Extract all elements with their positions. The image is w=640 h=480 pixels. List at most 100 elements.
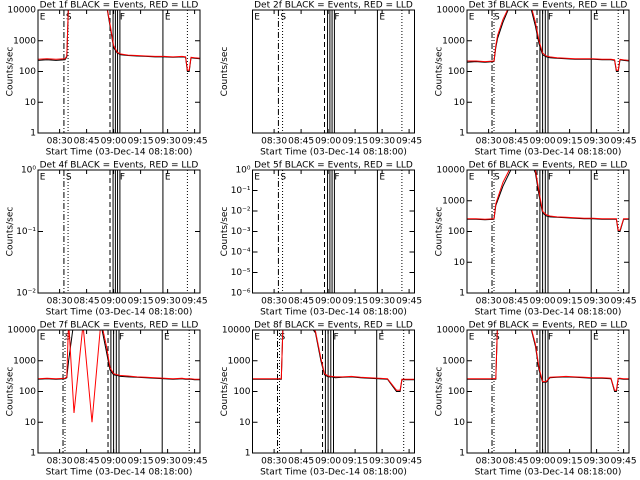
marker-label: E — [379, 333, 385, 343]
marker-label: E — [164, 333, 170, 343]
panel: Det 9f BLACK = Events, RED = LLD Start Ti… — [435, 321, 637, 478]
y-tick-label: 10⁻⁵ — [231, 268, 251, 278]
plot-frame — [466, 169, 630, 294]
plot-frame — [252, 169, 415, 294]
plot-frame — [252, 329, 415, 454]
x-tick-label: 09:30 — [155, 457, 181, 467]
y-tick-label: 10 — [454, 98, 466, 108]
series-line — [467, 330, 629, 391]
panel: Det 2f BLACK = Events, RED = LLD Start Ti… — [220, 1, 422, 158]
y-tick-label: 10000 — [436, 166, 465, 176]
y-tick-label: 10⁻² — [16, 289, 36, 299]
x-tick-label: 09:30 — [155, 137, 181, 147]
x-tick-label: 09:45 — [182, 137, 208, 147]
marker-label: E — [40, 333, 46, 343]
y-tick-label: 10⁻¹ — [16, 227, 36, 237]
y-tick-label: 1000 — [13, 356, 36, 366]
plot-frame — [466, 329, 630, 454]
x-tick-label: 08:30 — [476, 137, 502, 147]
marker-label: S — [280, 173, 286, 183]
x-tick-label: 09:15 — [557, 297, 583, 307]
y-tick-label: 1 — [30, 129, 36, 139]
x-tick-label: 08:30 — [47, 457, 73, 467]
y-tick-label: 1 — [459, 289, 465, 299]
x-tick-label: 09:15 — [557, 457, 583, 467]
x-tick-label: 09:45 — [182, 297, 208, 307]
x-tick-label: 09:15 — [342, 457, 368, 467]
y-tick-label: 1000 — [442, 356, 465, 366]
y-axis-label: Counts/sec — [435, 207, 445, 257]
x-tick-label: 08:45 — [288, 137, 314, 147]
x-tick-label: 09:30 — [584, 137, 610, 147]
y-tick-label: 10⁻³ — [231, 227, 251, 237]
x-tick-label: 09:00 — [315, 297, 341, 307]
series-line — [38, 10, 200, 71]
x-tick-label: 09:00 — [530, 297, 556, 307]
x-tick-label: 09:00 — [315, 457, 341, 467]
marker-label: E — [254, 173, 260, 183]
x-tick-label: 08:45 — [74, 297, 100, 307]
y-tick-label: 10 — [454, 418, 466, 428]
marker-label: E — [40, 13, 46, 23]
x-tick-label: 09:30 — [369, 457, 395, 467]
series-line — [252, 330, 415, 391]
y-axis-label: Counts/sec — [435, 47, 445, 97]
y-tick-label: 10⁻² — [231, 207, 251, 217]
panel-title: Det 6f BLACK = Events, RED = LLD — [469, 161, 628, 171]
x-axis-label: Start Time (03-Dec-14 08:18:00) — [475, 148, 622, 158]
x-tick-label: 09:30 — [155, 297, 181, 307]
x-tick-label: 09:30 — [584, 457, 610, 467]
marker-label: F — [120, 13, 125, 23]
marker-label: F — [548, 173, 553, 183]
x-tick-label: 09:00 — [530, 137, 556, 147]
marker-label: F — [548, 333, 553, 343]
x-tick-label: 09:00 — [101, 297, 127, 307]
marker-label: E — [593, 13, 599, 23]
panel-title: Det 2f BLACK = Events, RED = LLD — [254, 1, 413, 11]
plot-frame — [252, 9, 415, 134]
y-axis-label: Counts/sec — [435, 367, 445, 417]
plot-frame — [37, 169, 201, 294]
panel: Det 7f BLACK = Events, RED = LLD Start Ti… — [6, 321, 208, 478]
x-axis-label: Start Time (03-Dec-14 08:18:00) — [260, 148, 407, 158]
x-tick-label: 09:15 — [342, 137, 368, 147]
y-tick-label: 10⁻⁶ — [231, 289, 251, 299]
x-tick-label: 09:45 — [396, 457, 422, 467]
marker-label: F — [334, 173, 339, 183]
x-tick-label: 09:45 — [611, 457, 637, 467]
y-tick-label: 10 — [239, 418, 251, 428]
series-line — [38, 330, 200, 381]
panel-title: Det 9f BLACK = Events, RED = LLD — [469, 321, 628, 331]
x-tick-label: 08:45 — [288, 457, 314, 467]
x-tick-label: 08:45 — [74, 137, 100, 147]
x-axis-label: Start Time (03-Dec-14 08:18:00) — [260, 468, 407, 478]
y-tick-label: 100 — [448, 387, 465, 397]
panel-title: Det 5f BLACK = Events, RED = LLD — [254, 161, 413, 171]
plot-frame — [466, 9, 630, 134]
x-tick-label: 09:30 — [584, 297, 610, 307]
marker-label: E — [469, 333, 475, 343]
x-tick-label: 08:45 — [503, 457, 529, 467]
x-tick-label: 09:00 — [101, 137, 127, 147]
y-tick-label: 10 — [25, 98, 37, 108]
x-tick-label: 08:30 — [261, 297, 287, 307]
panel-title: Det 3f BLACK = Events, RED = LLD — [469, 1, 628, 11]
series-line — [38, 330, 200, 423]
y-tick-label: 10000 — [436, 326, 465, 336]
x-tick-label: 08:30 — [476, 457, 502, 467]
plot-frame — [37, 329, 201, 454]
x-axis-label: Start Time (03-Dec-14 08:18:00) — [46, 468, 193, 478]
y-tick-label: 100 — [19, 67, 36, 77]
y-tick-label: 10000 — [7, 6, 36, 16]
y-tick-label: 100 — [233, 387, 250, 397]
y-tick-label: 10⁻⁴ — [231, 248, 251, 258]
plot-frame — [37, 9, 201, 134]
marker-label: E — [165, 13, 171, 23]
panel: Det 8f BLACK = Events, RED = LLD Start Ti… — [220, 321, 422, 478]
x-tick-label: 09:45 — [611, 297, 637, 307]
marker-label: E — [469, 13, 475, 23]
marker-label: E — [165, 173, 171, 183]
y-tick-label: 10 — [25, 418, 37, 428]
x-tick-label: 09:15 — [128, 457, 154, 467]
x-tick-label: 09:00 — [315, 137, 341, 147]
